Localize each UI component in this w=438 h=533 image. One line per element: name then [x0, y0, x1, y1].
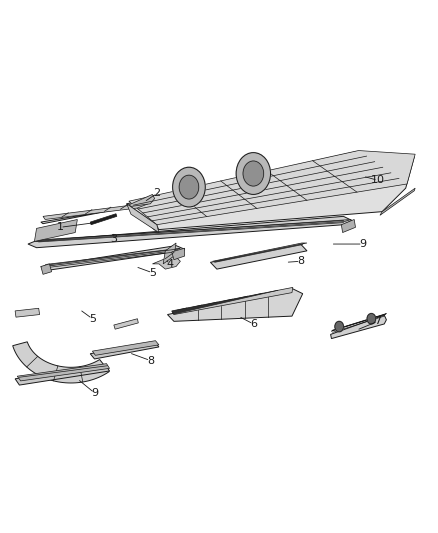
Polygon shape: [114, 319, 138, 329]
Text: 7: 7: [374, 317, 381, 326]
Polygon shape: [41, 204, 150, 224]
Polygon shape: [380, 188, 415, 215]
Polygon shape: [17, 364, 110, 381]
Circle shape: [173, 167, 205, 207]
Polygon shape: [15, 308, 39, 317]
Polygon shape: [172, 287, 293, 314]
Polygon shape: [331, 315, 386, 338]
Text: 8: 8: [297, 256, 304, 266]
Polygon shape: [13, 342, 109, 383]
Text: 1: 1: [57, 222, 64, 232]
Polygon shape: [129, 150, 415, 225]
Circle shape: [335, 321, 343, 332]
Text: 9: 9: [91, 388, 98, 398]
Polygon shape: [15, 365, 110, 385]
Polygon shape: [152, 255, 180, 269]
Circle shape: [179, 175, 199, 199]
Text: 10: 10: [371, 175, 385, 185]
Polygon shape: [36, 220, 351, 241]
Text: 4: 4: [166, 259, 173, 269]
Polygon shape: [92, 341, 159, 356]
Polygon shape: [44, 248, 180, 266]
Polygon shape: [127, 204, 159, 230]
Polygon shape: [41, 246, 185, 271]
Polygon shape: [35, 220, 78, 241]
Text: 2: 2: [153, 188, 160, 198]
Text: 9: 9: [359, 239, 366, 249]
Polygon shape: [172, 248, 185, 260]
Circle shape: [367, 313, 376, 324]
Text: 8: 8: [147, 356, 154, 366]
Polygon shape: [127, 204, 159, 232]
Text: 5: 5: [89, 314, 96, 324]
Polygon shape: [90, 214, 117, 225]
Polygon shape: [212, 243, 307, 261]
Circle shape: [236, 152, 271, 195]
Text: 3: 3: [110, 234, 117, 244]
Polygon shape: [28, 216, 352, 248]
Polygon shape: [127, 151, 414, 230]
Polygon shape: [41, 264, 52, 274]
Polygon shape: [129, 195, 155, 206]
Polygon shape: [163, 243, 176, 264]
Polygon shape: [90, 342, 159, 359]
Polygon shape: [341, 220, 356, 232]
Polygon shape: [332, 313, 386, 332]
Polygon shape: [43, 204, 148, 220]
Circle shape: [243, 161, 264, 186]
Polygon shape: [210, 244, 307, 269]
Text: 6: 6: [250, 319, 257, 329]
Text: 5: 5: [149, 268, 156, 278]
Polygon shape: [167, 288, 303, 321]
